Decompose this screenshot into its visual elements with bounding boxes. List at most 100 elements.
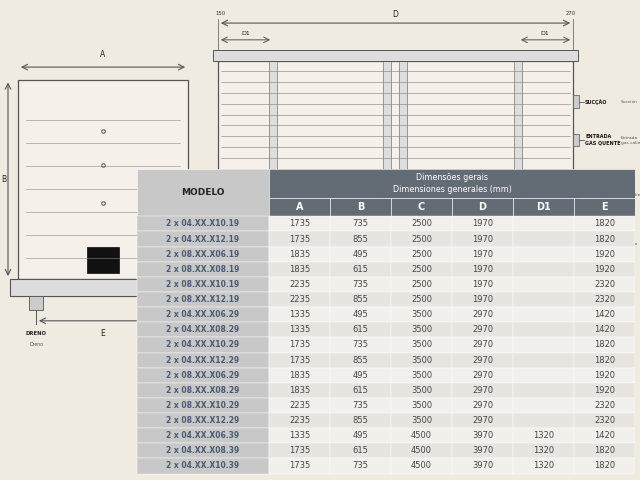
Bar <box>452 247 513 262</box>
Text: D: D <box>392 10 399 19</box>
Text: ENTRADA
LÍQUIDO: ENTRADA LÍQUIDO <box>585 240 611 252</box>
Text: 1970: 1970 <box>472 250 493 259</box>
Bar <box>383 61 391 287</box>
Bar <box>213 50 578 61</box>
Bar <box>452 262 513 277</box>
Text: 1420: 1420 <box>594 431 615 440</box>
Bar <box>330 262 391 277</box>
Bar <box>136 458 269 474</box>
Bar <box>391 383 452 398</box>
Text: 2 x 08.XX.X10.19: 2 x 08.XX.X10.19 <box>166 280 239 289</box>
Bar <box>330 247 391 262</box>
Bar <box>136 216 269 231</box>
Bar <box>136 383 269 398</box>
Bar <box>513 216 574 231</box>
Bar <box>574 368 635 383</box>
Text: 2 x 08.XX.X06.19: 2 x 08.XX.X06.19 <box>166 250 239 259</box>
Bar <box>452 337 513 352</box>
Bar <box>452 231 513 247</box>
Text: 2 x 04.XX.X12.19: 2 x 04.XX.X12.19 <box>166 235 239 243</box>
Text: 2970: 2970 <box>472 310 493 319</box>
Text: 2320: 2320 <box>594 280 615 289</box>
Bar <box>573 186 579 198</box>
Bar <box>269 247 330 262</box>
Text: 1835: 1835 <box>289 265 310 274</box>
Bar <box>330 368 391 383</box>
Bar <box>136 428 269 443</box>
Bar <box>574 292 635 307</box>
Bar <box>452 216 513 231</box>
Bar <box>330 198 391 216</box>
Text: 1820: 1820 <box>594 219 615 228</box>
Text: 1735: 1735 <box>289 235 310 243</box>
Text: 1835: 1835 <box>289 371 310 380</box>
Text: 1920: 1920 <box>594 371 615 380</box>
Bar <box>574 428 635 443</box>
Bar <box>574 398 635 413</box>
Bar <box>213 287 578 308</box>
Text: 1835: 1835 <box>289 250 310 259</box>
Text: 4500: 4500 <box>411 446 432 456</box>
Text: 735: 735 <box>353 219 369 228</box>
Text: 4500: 4500 <box>411 431 432 440</box>
Text: ENTRADA
GÁS QUENTE: ENTRADA GÁS QUENTE <box>585 134 621 146</box>
Bar <box>330 337 391 352</box>
Bar <box>574 277 635 292</box>
Text: 735: 735 <box>353 461 369 470</box>
Bar <box>269 337 330 352</box>
Bar <box>269 368 330 383</box>
Text: 2500: 2500 <box>411 235 432 243</box>
Bar <box>513 198 574 216</box>
Text: 2 x 04.XX.X10.29: 2 x 04.XX.X10.29 <box>166 340 239 349</box>
Bar <box>136 168 269 216</box>
Text: D: D <box>479 202 486 212</box>
Text: 1735: 1735 <box>289 340 310 349</box>
Bar <box>136 262 269 277</box>
Text: B: B <box>1 175 6 184</box>
Text: 1970: 1970 <box>472 295 493 304</box>
Bar <box>269 398 330 413</box>
Text: 2235: 2235 <box>289 416 310 425</box>
Text: 2320: 2320 <box>594 401 615 410</box>
Text: 2970: 2970 <box>472 416 493 425</box>
Text: 1420: 1420 <box>594 310 615 319</box>
Bar <box>573 95 579 108</box>
Bar <box>452 428 513 443</box>
Bar <box>513 352 574 368</box>
Bar <box>399 61 407 287</box>
Text: 2 x 08.XX.X12.19: 2 x 08.XX.X12.19 <box>166 295 239 304</box>
Text: 495: 495 <box>353 431 369 440</box>
Text: DRENO: DRENO <box>159 332 180 336</box>
Bar <box>391 458 452 474</box>
Bar <box>513 262 574 277</box>
Text: 2 x 08.XX.X12.29: 2 x 08.XX.X12.29 <box>166 416 239 425</box>
Text: 1735: 1735 <box>289 461 310 470</box>
Text: 2970: 2970 <box>472 340 493 349</box>
Bar <box>330 322 391 337</box>
Text: Dreno: Dreno <box>29 342 43 347</box>
Text: Entrada
líquido: Entrada líquido <box>621 242 638 251</box>
Text: 615: 615 <box>353 265 369 274</box>
Bar <box>452 443 513 458</box>
Text: Entrada
gas caliente: Entrada gas caliente <box>621 136 640 144</box>
Bar <box>513 458 574 474</box>
Text: 2235: 2235 <box>289 280 310 289</box>
Bar <box>452 198 513 216</box>
Text: 1920: 1920 <box>594 250 615 259</box>
Bar <box>574 307 635 322</box>
Bar <box>136 398 269 413</box>
Bar <box>269 216 330 231</box>
Bar <box>574 322 635 337</box>
Text: 2970: 2970 <box>472 356 493 365</box>
Bar <box>574 337 635 352</box>
Text: 2 x 04.XX.X06.29: 2 x 04.XX.X06.29 <box>166 310 239 319</box>
Text: 2 x 08.XX.X08.29: 2 x 08.XX.X08.29 <box>166 386 239 395</box>
Text: 1835: 1835 <box>289 386 310 395</box>
Text: 2970: 2970 <box>472 401 493 410</box>
Bar <box>574 262 635 277</box>
Bar <box>269 277 330 292</box>
Text: 1920: 1920 <box>594 386 615 395</box>
Text: SAÍDA
GÁS QUENTE: SAÍDA GÁS QUENTE <box>585 186 621 198</box>
Bar <box>269 262 330 277</box>
Text: 1820: 1820 <box>594 461 615 470</box>
